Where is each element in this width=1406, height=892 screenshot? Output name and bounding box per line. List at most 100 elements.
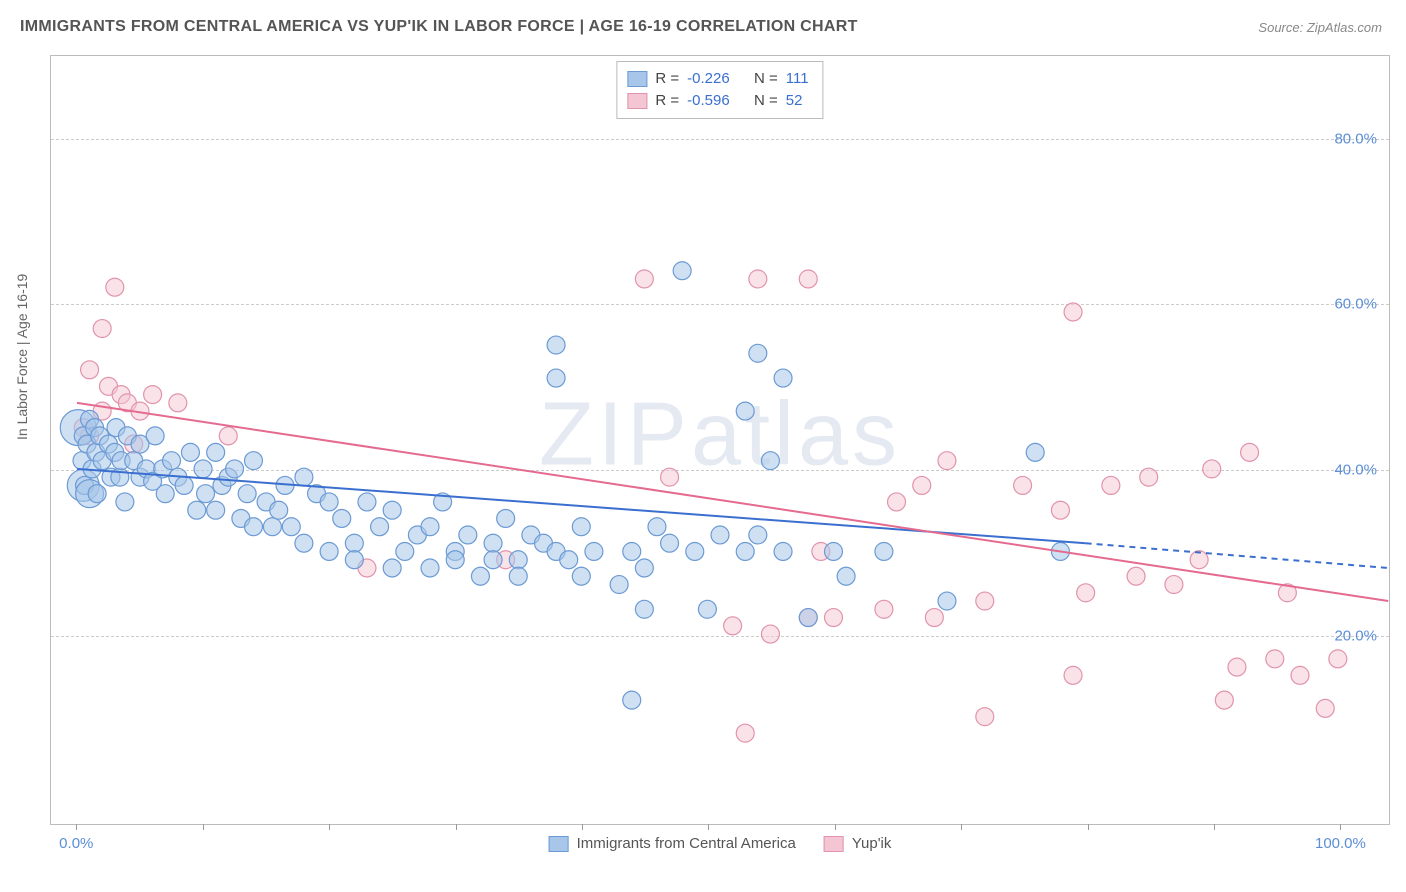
scatter-point [875,543,893,561]
scatter-point [1316,699,1334,717]
x-tick-label: 0.0% [59,835,93,852]
scatter-point [459,526,477,544]
scatter-point [837,567,855,585]
scatter-point [648,518,666,536]
scatter-point [774,369,792,387]
scatter-point [144,386,162,404]
scatter-point [1291,666,1309,684]
scatter-point [635,270,653,288]
scatter-point [509,567,527,585]
scatter-point [1203,460,1221,478]
scatter-point [736,543,754,561]
scatter-point [396,543,414,561]
scatter-point [270,501,288,519]
legend-row-pink: R = -0.596 N = 52 [627,90,808,112]
scatter-point [320,543,338,561]
scatter-point [825,543,843,561]
scatter-point [661,534,679,552]
scatter-point [913,476,931,494]
scatter-point [761,625,779,643]
legend-row-blue: R = -0.226 N = 111 [627,68,808,90]
scatter-point [181,443,199,461]
scatter-point [358,493,376,511]
x-tick-label: 100.0% [1315,835,1366,852]
scatter-point [1140,468,1158,486]
scatter-point [484,534,502,552]
scatter-point [698,600,716,618]
scatter-point [116,493,134,511]
scatter-point [207,501,225,519]
legend-n-value-pink: 52 [786,90,803,112]
scatter-point [1241,443,1259,461]
scatter-point [263,518,281,536]
scatter-point [572,567,590,585]
scatter-point [661,468,679,486]
scatter-point [736,724,754,742]
scatter-point [197,485,215,503]
scatter-point [547,336,565,354]
x-tick [329,824,330,830]
x-tick [835,824,836,830]
scatter-point [245,452,263,470]
correlation-chart: IMMIGRANTS FROM CENTRAL AMERICA VS YUP'I… [0,0,1406,892]
scatter-point [686,543,704,561]
scatter-point [673,262,691,280]
scatter-point [572,518,590,536]
chart-svg-overlay [51,56,1389,824]
scatter-point [749,344,767,362]
x-tick [76,824,77,830]
scatter-point [106,278,124,296]
y-axis-label: In Labor Force | Age 16-19 [14,274,30,440]
legend-correlation-box: R = -0.226 N = 111 R = -0.596 N = 52 [616,61,823,119]
scatter-point [623,543,641,561]
legend-r-label: R = [655,68,679,90]
x-tick [203,824,204,830]
legend-item-blue: Immigrants from Central America [549,835,796,852]
scatter-point [88,485,106,503]
scatter-point [1077,584,1095,602]
scatter-point [1014,476,1032,494]
scatter-point [188,501,206,519]
scatter-point [976,708,994,726]
legend-swatch-blue-icon [549,836,569,852]
scatter-point [749,270,767,288]
scatter-point [925,609,943,627]
regression-line [1086,543,1389,568]
legend-swatch-pink-icon [824,836,844,852]
scatter-point [1215,691,1233,709]
scatter-point [799,609,817,627]
scatter-point [560,551,578,569]
scatter-point [938,592,956,610]
scatter-point [497,509,515,527]
scatter-point [875,600,893,618]
scatter-point [156,485,174,503]
scatter-point [585,543,603,561]
legend-r-value-blue: -0.226 [687,68,730,90]
source-attribution: Source: ZipAtlas.com [1258,20,1382,35]
scatter-point [282,518,300,536]
scatter-point [484,551,502,569]
legend-label-pink: Yup'ik [852,835,892,852]
scatter-point [421,559,439,577]
scatter-point [938,452,956,470]
scatter-point [219,427,237,445]
scatter-point [333,509,351,527]
source-name: ZipAtlas.com [1307,20,1382,35]
scatter-point [1102,476,1120,494]
legend-n-label: N = [754,68,778,90]
legend-r-label: R = [655,90,679,112]
scatter-point [976,592,994,610]
scatter-point [635,559,653,577]
scatter-point [320,493,338,511]
legend-swatch-blue-icon [627,71,647,87]
scatter-point [1064,666,1082,684]
scatter-point [761,452,779,470]
source-label: Source: [1258,20,1303,35]
x-tick [456,824,457,830]
scatter-point [888,493,906,511]
scatter-point [610,576,628,594]
scatter-point [295,468,313,486]
scatter-point [446,551,464,569]
scatter-point [226,460,244,478]
scatter-point [825,609,843,627]
